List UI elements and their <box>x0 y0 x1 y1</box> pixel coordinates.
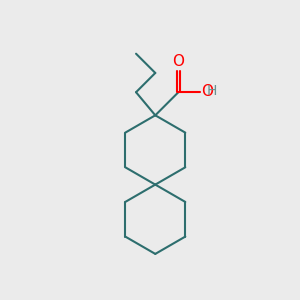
Text: O: O <box>201 84 213 99</box>
Text: O: O <box>172 54 184 69</box>
Text: H: H <box>207 84 217 98</box>
